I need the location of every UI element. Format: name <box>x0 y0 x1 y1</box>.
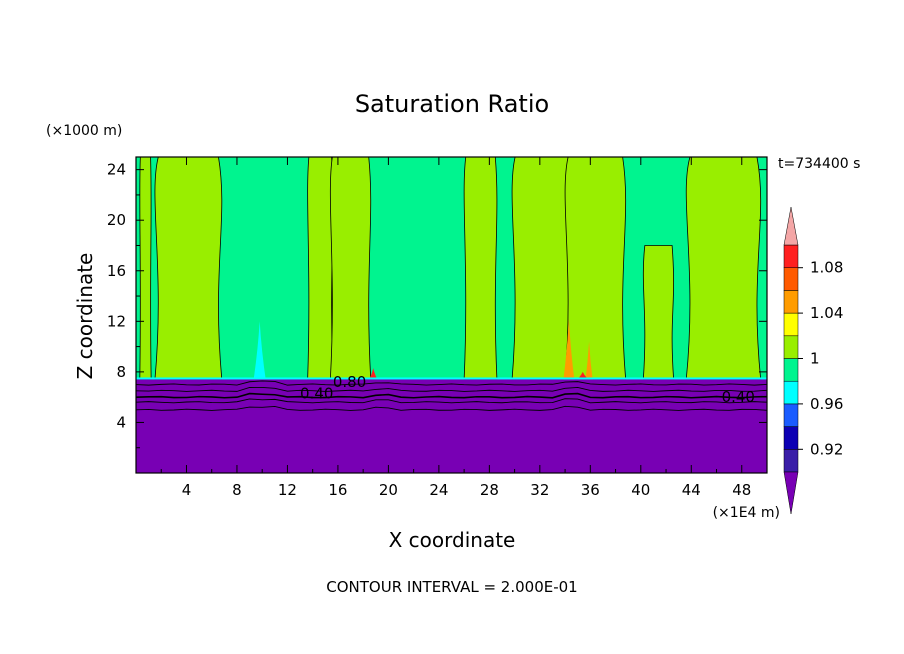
colorbar-segment-0.98 <box>783 358 799 382</box>
colorbar-segment-0.92 <box>783 426 799 450</box>
band-ratio-1-00-9 <box>642 245 675 380</box>
y-tick-label-20: 20 <box>107 211 126 229</box>
colorbar: 0.92 0.96 1 1.04 1.08 <box>783 206 843 515</box>
colorbar-label-1.04: 1.04 <box>810 304 843 322</box>
colorbar-label-1.08: 1.08 <box>810 259 843 277</box>
contour-line-5 <box>136 405 767 411</box>
y-tick-label-4: 4 <box>116 413 126 431</box>
x-tick-label-20: 20 <box>379 481 398 499</box>
plume-feature-2 <box>563 318 575 382</box>
contour-label-3: 0.40 <box>722 388 755 406</box>
x-tick-label-12: 12 <box>278 481 297 499</box>
contour-line-1 <box>136 380 767 386</box>
plume-feature-1 <box>253 321 266 382</box>
y-units-label: (×1000 m) <box>46 123 122 139</box>
plume-feature-3 <box>585 341 593 382</box>
band-ratio-1-00-2 <box>154 157 223 380</box>
band-ratio-1-00-4 <box>329 157 372 380</box>
colorbar-segment-0.9 <box>783 449 799 473</box>
y-tick-label-12: 12 <box>107 312 126 330</box>
contour-interval-footer: CONTOUR INTERVAL = 2.000E-01 <box>326 578 577 596</box>
y-tick-label-8: 8 <box>116 363 126 381</box>
contour-plot-area <box>136 157 767 473</box>
colorbar-segment-1.02 <box>783 312 799 337</box>
colorbar-segment-1.08 <box>783 244 799 268</box>
x-tick-label-24: 24 <box>429 481 448 499</box>
x-tick-label-40: 40 <box>631 481 650 499</box>
x-units-label: (×1E4 m) <box>713 505 780 521</box>
region-below-surface <box>136 379 767 473</box>
chart-title: Saturation Ratio <box>355 90 549 118</box>
surface-transition <box>136 377 767 380</box>
colorbar-segment-1.04 <box>783 290 799 314</box>
contour-label-1: 0.80 <box>333 373 366 391</box>
x-tick-label-28: 28 <box>480 481 499 499</box>
x-tick-label-36: 36 <box>581 481 600 499</box>
colorbar-segment-0.96 <box>783 380 799 405</box>
colorbar-segment-1.06 <box>783 267 799 291</box>
band-ratio-1-00-5 <box>463 157 498 380</box>
colorbar-label-0.96: 0.96 <box>810 395 843 413</box>
x-axis-ticks: 4 8 12 16 20 24 28 32 36 40 44 48 <box>160 157 751 499</box>
y-tick-label-24: 24 <box>107 161 126 179</box>
colorbar-segment-1 <box>783 335 799 359</box>
x-tick-label-16: 16 <box>328 481 347 499</box>
band-ratio-1-00-8 <box>685 157 762 380</box>
contour-line-4 <box>136 398 767 404</box>
colorbar-under-triangle <box>783 471 799 515</box>
y-axis-ticks: 4 8 12 16 20 24 <box>107 161 767 449</box>
y-tick-label-16: 16 <box>107 262 126 280</box>
contour-line-3 <box>136 392 767 399</box>
contour-line-2 <box>136 386 767 392</box>
colorbar-label-1: 1 <box>810 350 820 368</box>
x-tick-label-44: 44 <box>682 481 701 499</box>
x-axis-label: X coordinate <box>389 528 516 552</box>
band-ratio-1-00-7 <box>564 157 627 380</box>
x-tick-label-4: 4 <box>182 481 192 499</box>
colorbar-segment-0.94 <box>783 403 799 427</box>
band-ratio-1-00-6 <box>511 157 574 380</box>
x-tick-label-8: 8 <box>232 481 242 499</box>
band-ratio-1-00-1 <box>139 157 152 380</box>
time-label: t=734400 s <box>778 156 860 172</box>
band-ratio-1-00-3 <box>307 157 334 380</box>
colorbar-over-triangle <box>783 206 799 246</box>
x-tick-label-48: 48 <box>732 481 751 499</box>
colorbar-label-0.92: 0.92 <box>810 440 843 458</box>
contour-label-2: 0.40 <box>300 384 333 402</box>
plot-frame <box>135 156 768 474</box>
plot-overlay: 0.800.40 0.40 <box>300 373 755 406</box>
x-tick-label-32: 32 <box>530 481 549 499</box>
y-axis-label: Z coordinate <box>73 253 97 380</box>
